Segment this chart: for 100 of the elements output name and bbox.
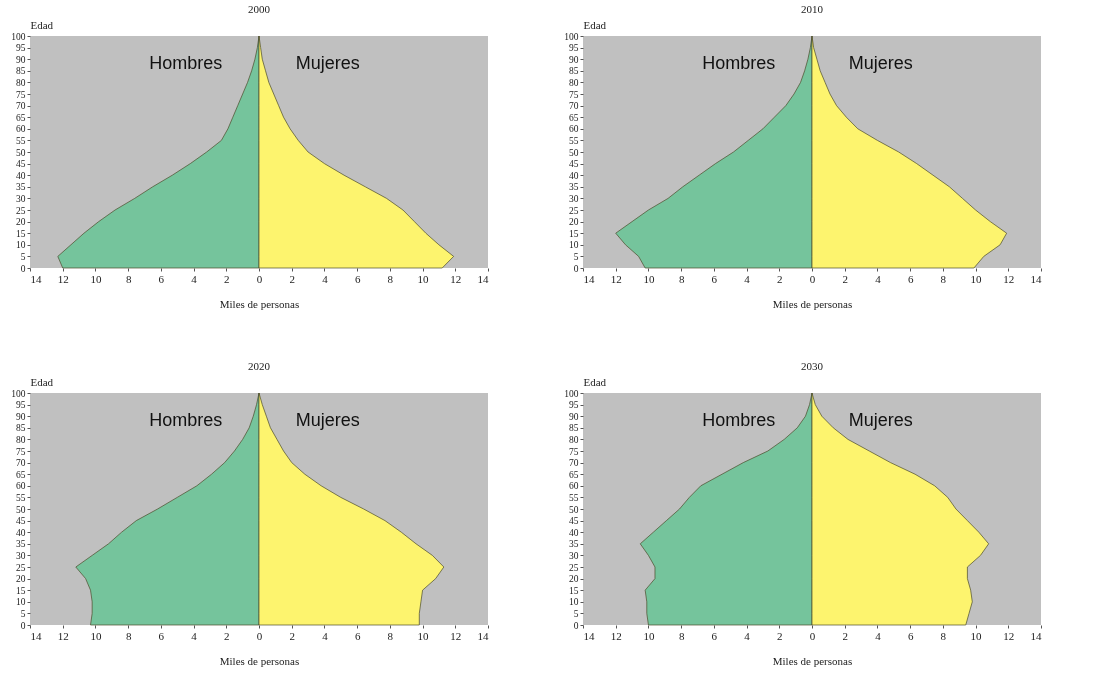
y-tick-label: 40: [569, 527, 579, 538]
y-tick-label: 30: [16, 193, 26, 204]
x-tick-label: 4: [875, 272, 882, 285]
x-tick-label: 6: [354, 272, 361, 285]
y-tick-label: 35: [569, 182, 579, 193]
y-tick-label: 95: [16, 43, 26, 54]
y-tick-label: 75: [569, 446, 579, 457]
y-tick-label: 60: [16, 124, 26, 135]
x-tick-label: 14: [477, 629, 489, 642]
x-tick-label: 10: [90, 629, 102, 642]
x-tick-label: 8: [678, 629, 685, 642]
y-tick-label: 70: [16, 101, 26, 112]
y-tick-label: 45: [569, 516, 579, 527]
x-tick-label: 6: [907, 629, 914, 642]
series-label: Hombres: [149, 410, 223, 430]
series-label: Hombres: [149, 53, 223, 73]
x-tick-label: 14: [477, 272, 489, 285]
x-tick-label: 8: [125, 629, 132, 642]
x-tick-label: 6: [354, 629, 361, 642]
y-tick-label: 65: [16, 469, 26, 480]
x-tick-label: 0: [809, 272, 816, 285]
x-tick-label: 14: [583, 272, 595, 285]
y-tick-label: 40: [16, 527, 26, 538]
x-tick-label: 8: [940, 629, 947, 642]
x-tick-label: 6: [158, 629, 165, 642]
x-tick-label: 2: [842, 629, 848, 642]
y-tick-label: 80: [16, 77, 26, 88]
y-tick-label: 85: [16, 423, 26, 434]
x-tick-label: 10: [643, 629, 655, 642]
x-tick-label: 2: [289, 272, 295, 285]
y-tick-label: 50: [569, 147, 579, 158]
y-tick-label: 35: [569, 539, 579, 550]
x-tick-label: 4: [191, 272, 198, 285]
x-tick-label: 4: [322, 629, 329, 642]
chart-title: 2030: [801, 360, 824, 372]
y-tick-label: 15: [16, 228, 26, 239]
y-axis-title: Edad: [30, 375, 54, 388]
y-tick-label: 35: [16, 539, 26, 550]
y-tick-label: 85: [569, 66, 579, 77]
y-tick-label: 90: [569, 411, 579, 422]
x-tick-label: 10: [643, 272, 655, 285]
y-axis-title: Edad: [30, 18, 54, 31]
x-tick-label: 14: [30, 272, 42, 285]
y-tick-label: 100: [564, 388, 579, 399]
x-tick-label: 4: [744, 629, 751, 642]
y-tick-label: 40: [569, 170, 579, 181]
x-tick-label: 8: [678, 272, 685, 285]
y-tick-label: 45: [16, 516, 26, 527]
y-tick-label: 10: [16, 240, 26, 251]
y-tick-label: 30: [569, 193, 579, 204]
y-tick-label: 20: [569, 217, 579, 228]
y-tick-label: 20: [569, 574, 579, 585]
y-tick-label: 100: [11, 31, 26, 42]
x-tick-label: 2: [224, 629, 230, 642]
y-tick-label: 95: [16, 400, 26, 411]
x-tick-label: 14: [583, 629, 595, 642]
y-tick-label: 25: [569, 205, 579, 216]
y-tick-label: 75: [16, 89, 26, 100]
y-tick-label: 80: [569, 77, 579, 88]
y-tick-label: 25: [16, 205, 26, 216]
x-tick-label: 12: [57, 272, 69, 285]
y-tick-label: 45: [16, 159, 26, 170]
x-tick-label: 6: [711, 629, 718, 642]
y-tick-label: 15: [569, 585, 579, 596]
x-tick-label: 6: [907, 272, 914, 285]
y-tick-label: 15: [569, 228, 579, 239]
x-tick-label: 8: [940, 272, 947, 285]
x-tick-label: 6: [711, 272, 718, 285]
y-tick-label: 0: [573, 263, 579, 274]
x-tick-label: 4: [875, 629, 882, 642]
x-tick-label: 10: [90, 272, 102, 285]
y-tick-label: 50: [569, 504, 579, 515]
x-axis-title: Miles de personas: [219, 654, 300, 667]
y-tick-label: 90: [16, 54, 26, 65]
x-tick-label: 12: [1003, 629, 1015, 642]
x-tick-label: 14: [1030, 272, 1042, 285]
x-tick-label: 0: [809, 629, 816, 642]
y-tick-label: 30: [569, 550, 579, 561]
y-tick-label: 40: [16, 170, 26, 181]
x-tick-label: 10: [970, 629, 983, 642]
x-tick-label: 2: [224, 272, 230, 285]
y-tick-label: 55: [16, 492, 26, 503]
x-tick-label: 2: [777, 272, 783, 285]
chart-title: 2020: [248, 360, 271, 372]
y-tick-label: 35: [16, 182, 26, 193]
x-tick-label: 8: [387, 272, 394, 285]
x-tick-label: 4: [744, 272, 751, 285]
y-tick-label: 55: [569, 135, 579, 146]
y-tick-label: 65: [569, 469, 579, 480]
chart-title: 2010: [801, 3, 824, 15]
x-tick-label: 6: [158, 272, 165, 285]
y-tick-label: 5: [20, 608, 26, 619]
y-tick-label: 25: [16, 562, 26, 573]
y-tick-label: 45: [569, 159, 579, 170]
x-tick-label: 12: [450, 629, 462, 642]
y-tick-label: 70: [569, 101, 579, 112]
y-tick-label: 75: [569, 89, 579, 100]
y-tick-label: 60: [16, 481, 26, 492]
y-axis-title: Edad: [583, 18, 607, 31]
series-label: Hombres: [702, 53, 776, 73]
